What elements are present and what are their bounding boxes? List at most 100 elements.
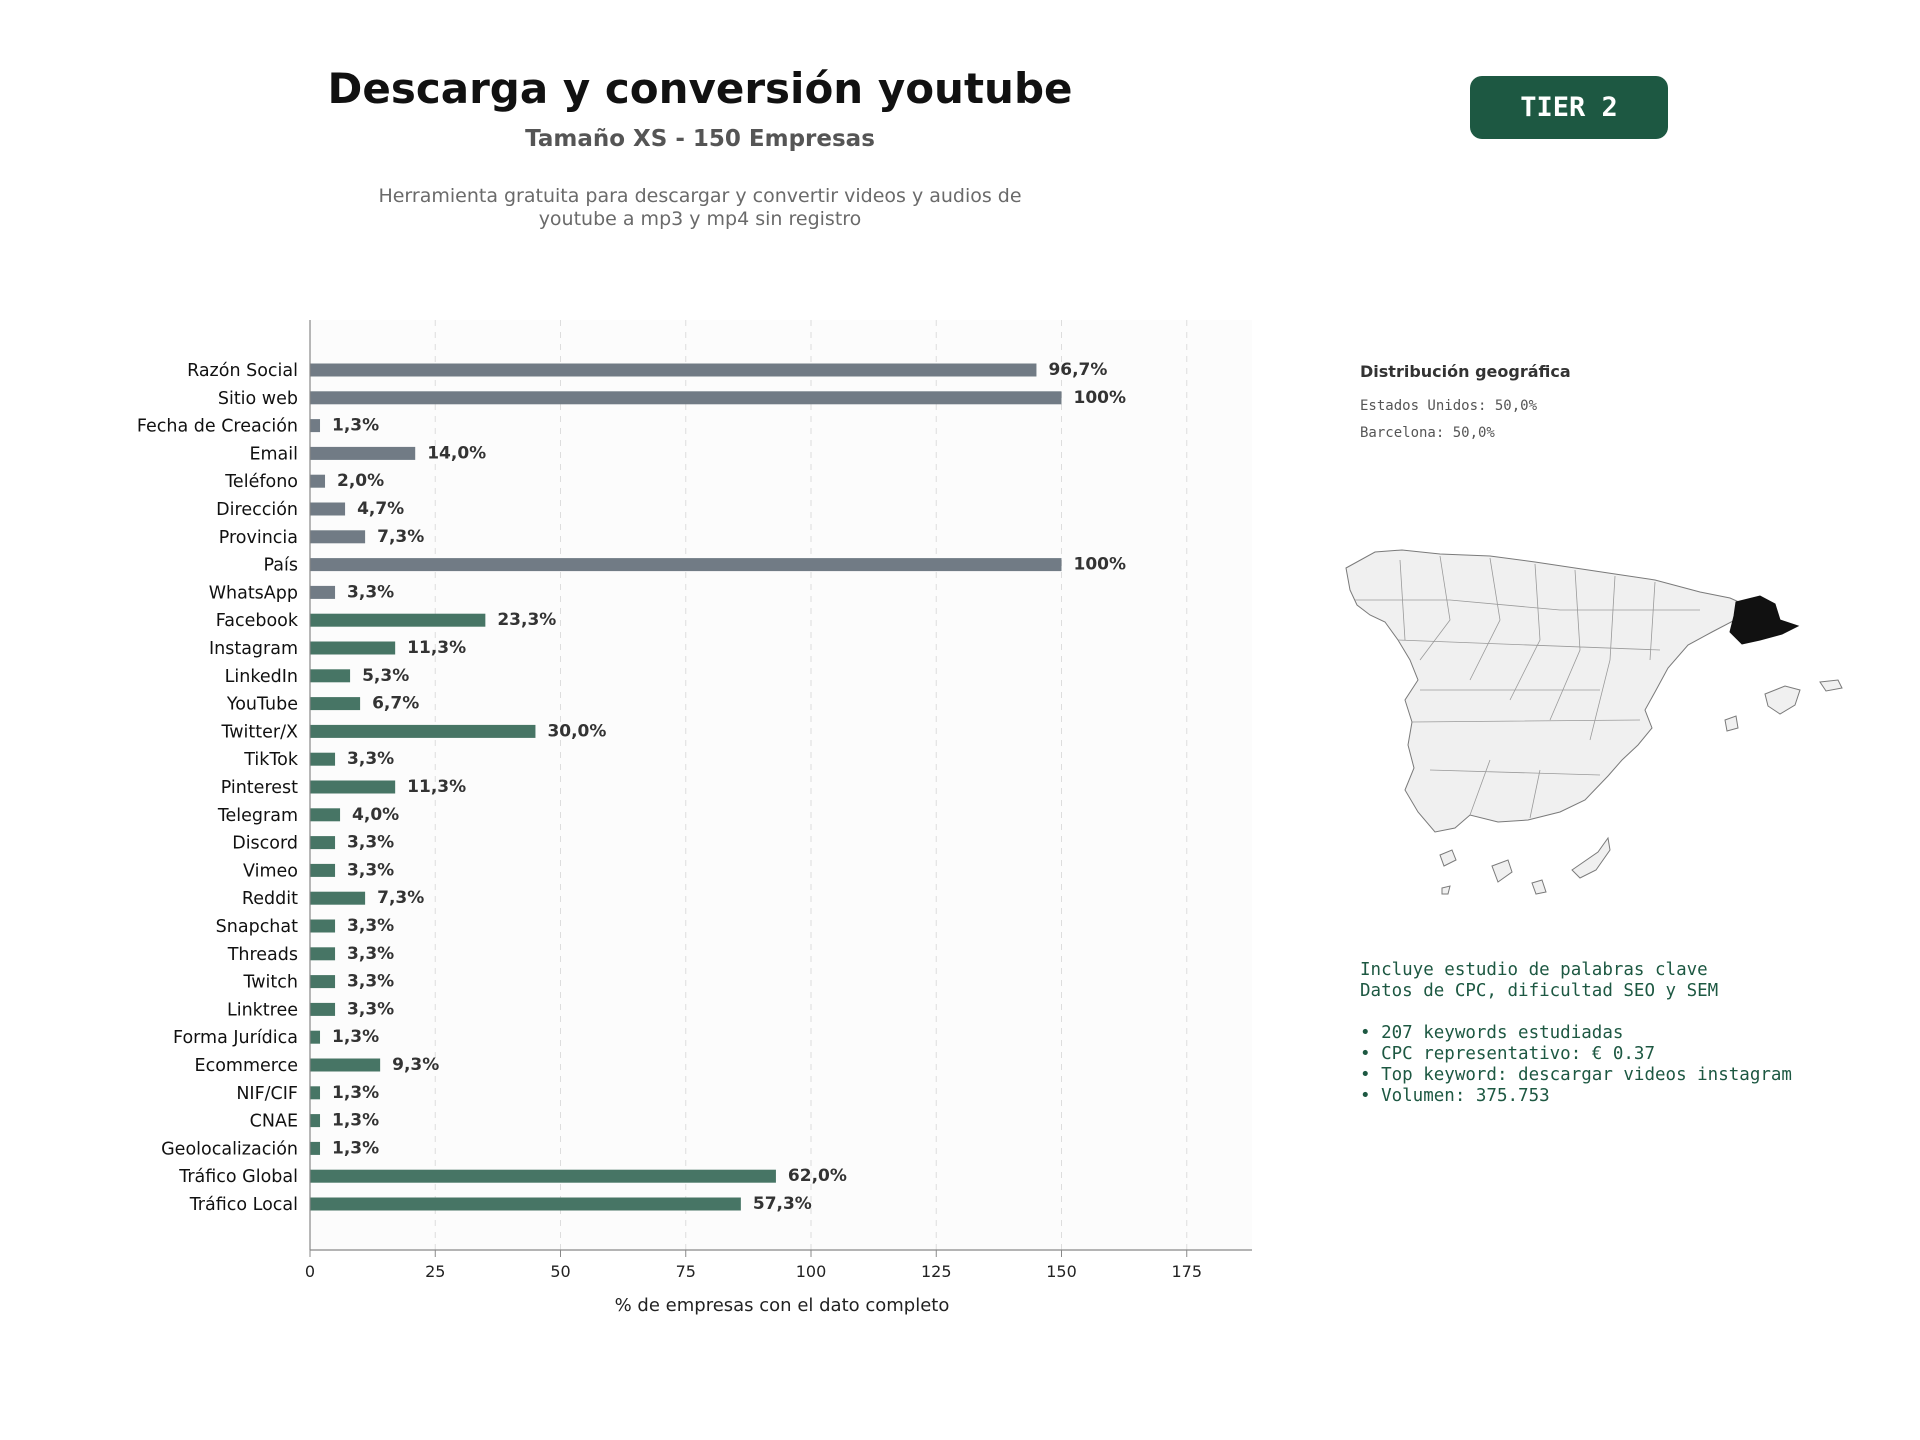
bar-value-label: 11,3% <box>407 638 466 658</box>
tier-badge: TIER 2 <box>1470 76 1668 139</box>
bar <box>310 1058 381 1072</box>
bar-value-label: 11,3% <box>407 777 466 797</box>
bar-value-label: 3,3% <box>347 860 394 880</box>
y-tick-label: NIF/CIF <box>236 1084 298 1104</box>
keyword-info-line-2: Datos de CPC, dificultad SEO y SEM <box>1360 981 1719 1001</box>
bar <box>310 891 366 905</box>
x-tick-label: 50 <box>550 1262 570 1281</box>
keyword-bullet: • Top keyword: descargar videos instagra… <box>1360 1065 1792 1085</box>
bar-value-label: 6,7% <box>372 694 419 714</box>
y-tick-label: Instagram <box>209 639 298 659</box>
bar-value-label: 9,3% <box>392 1055 439 1075</box>
x-tick-label: 100 <box>796 1262 827 1281</box>
page-title: Descarga y conversión youtube <box>327 64 1073 113</box>
bar <box>310 446 416 460</box>
y-tick-label: CNAE <box>250 1112 298 1132</box>
x-tick-label: 0 <box>305 1262 315 1281</box>
bar <box>310 613 486 627</box>
bar <box>310 391 1062 405</box>
bar <box>310 585 336 599</box>
y-tick-label: Pinterest <box>221 778 298 798</box>
bar <box>310 947 336 961</box>
y-tick-label: Threads <box>227 945 298 965</box>
bar <box>310 836 336 850</box>
bar-value-label: 7,3% <box>377 888 424 908</box>
y-tick-label: Snapchat <box>216 917 298 937</box>
map-province-borders <box>1355 555 1700 819</box>
bar <box>310 1197 741 1211</box>
y-tick-label: Fecha de Creación <box>137 417 298 437</box>
keyword-bullet: • 207 keywords estudiadas <box>1360 1023 1624 1043</box>
bar <box>310 1169 776 1183</box>
bar <box>310 641 396 655</box>
y-tick-label: País <box>264 556 298 576</box>
y-tick-label: Dirección <box>216 500 298 520</box>
bar <box>310 919 336 933</box>
bar-value-label: 5,3% <box>362 666 409 686</box>
y-tick-label: Discord <box>232 834 298 854</box>
bar <box>310 752 336 766</box>
y-tick-label: Teléfono <box>224 472 298 492</box>
bar-value-label: 3,3% <box>347 916 394 936</box>
y-tick-label: Tráfico Global <box>178 1167 298 1187</box>
bar-value-label: 4,0% <box>352 805 399 825</box>
bar <box>310 863 336 877</box>
completeness-bar-chart: Razón Social Sitio web Fecha de Creación Em… <box>137 320 1252 1316</box>
map-canary-2 <box>1491 859 1513 883</box>
y-tick-label: Ecommerce <box>195 1056 298 1076</box>
y-tick-label: Twitch <box>242 973 298 993</box>
keyword-bullet: • Volumen: 375.753 <box>1360 1086 1550 1106</box>
geo-item-united-states: Estados Unidos: 50,0% <box>1360 398 1538 414</box>
y-tick-label: Sitio web <box>218 389 298 409</box>
y-tick-label: WhatsApp <box>209 583 298 603</box>
spain-map <box>1345 549 1843 895</box>
y-tick-label: Geolocalización <box>161 1139 298 1159</box>
map-region-barcelona-highlight <box>1729 595 1800 645</box>
bar <box>310 697 361 711</box>
bar <box>310 780 396 794</box>
bar-value-label: 57,3% <box>753 1194 812 1214</box>
y-tick-label: LinkedIn <box>225 667 298 687</box>
x-tick-label: 25 <box>425 1262 445 1281</box>
bar-value-label: 3,3% <box>347 833 394 853</box>
y-tick-label: Twitter/X <box>220 722 298 742</box>
bar <box>310 530 366 544</box>
map-peninsula <box>1345 549 1749 833</box>
y-tick-label: Linktree <box>227 1000 298 1020</box>
bar <box>310 1030 321 1044</box>
bar-value-label: 3,3% <box>347 749 394 769</box>
geo-item-barcelona: Barcelona: 50,0% <box>1360 425 1495 441</box>
bar-value-label: 3,3% <box>347 972 394 992</box>
bar <box>310 975 336 989</box>
chart-bars <box>310 363 1062 1211</box>
bar-value-label: 7,3% <box>377 527 424 547</box>
bar-value-label: 30,0% <box>547 721 606 741</box>
page-subtitle: Tamaño XS - 150 Empresas <box>525 126 875 152</box>
keyword-info-spacer <box>1360 1002 1792 1023</box>
bar-value-label: 23,3% <box>497 610 556 630</box>
y-tick-label: Forma Jurídica <box>173 1028 298 1048</box>
bar <box>310 558 1062 572</box>
page-description: Herramienta gratuita para descargar y co… <box>340 185 1060 231</box>
description-line-2: youtube a mp3 y mp4 sin registro <box>538 208 862 230</box>
bar <box>310 724 536 738</box>
x-tick-label: 125 <box>921 1262 952 1281</box>
map-balearic-ibiza <box>1724 715 1739 732</box>
bar-value-label: 3,3% <box>347 999 394 1019</box>
y-tick-label: Telegram <box>217 806 298 826</box>
plot-background <box>310 320 1252 1250</box>
bar-value-label: 1,3% <box>332 1138 379 1158</box>
y-tick-label: TikTok <box>243 750 299 770</box>
x-axis-label: % de empresas con el dato completo <box>615 1295 950 1316</box>
bar-value-label: 62,0% <box>788 1166 847 1186</box>
chart-y-labels: Razón Social Sitio web Fecha de Creación Em… <box>137 361 299 1215</box>
bar <box>310 474 326 488</box>
x-tick-label: 75 <box>676 1262 696 1281</box>
bar <box>310 1002 336 1016</box>
y-tick-label: Email <box>249 444 298 464</box>
y-tick-label: Vimeo <box>243 861 298 881</box>
bar-value-label: 3,3% <box>347 582 394 602</box>
y-tick-label: Provincia <box>219 528 298 548</box>
map-canary-3 <box>1531 879 1547 895</box>
bar <box>310 502 346 516</box>
